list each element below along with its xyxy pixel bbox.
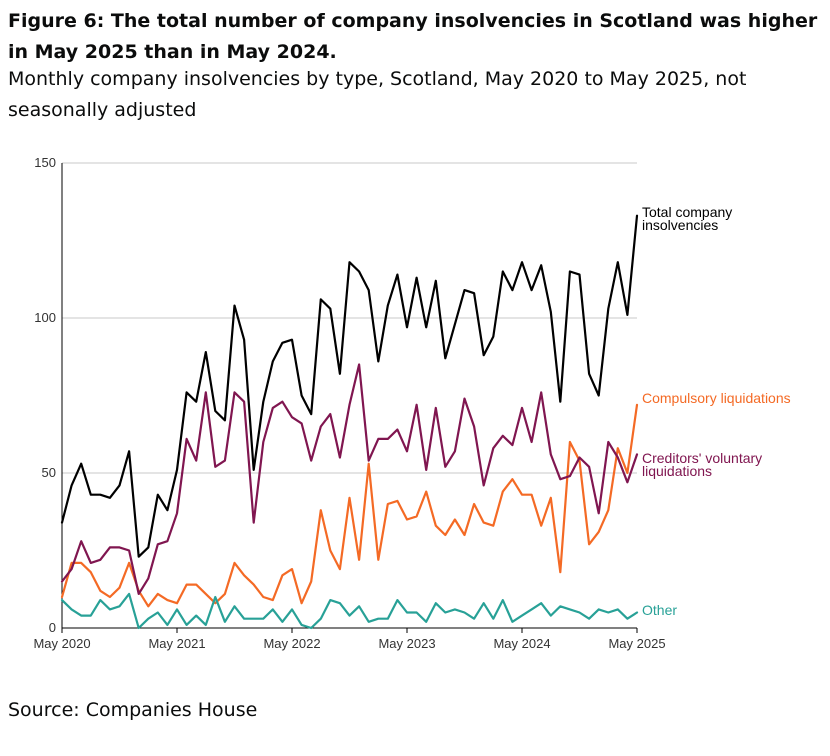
- series-line-1: [60, 403, 639, 608]
- x-tick-label-3: May 2023: [378, 636, 435, 651]
- x-tick-label-2: May 2022: [263, 636, 320, 651]
- series-label-2: Creditors' voluntary liquidations: [642, 450, 762, 479]
- source-note: Source: Companies House: [8, 699, 258, 721]
- x-tick-label-5: May 2025: [608, 636, 665, 651]
- chart-subtitle: Monthly company insolvencies by type, Sc…: [8, 68, 747, 121]
- y-tick-label-150: 150: [34, 155, 56, 170]
- series-line-0: [60, 214, 639, 558]
- series-label-3: Other: [642, 602, 677, 618]
- series-label-1: Compulsory liquidations: [642, 390, 791, 406]
- series-label-0: Total company insolvencies: [642, 204, 732, 233]
- series-labels: Total company insolvencies Compulsory liqu…: [642, 204, 791, 618]
- chart-title: Figure 6: The total number of company in…: [8, 10, 818, 63]
- x-tick-label-4: May 2024: [493, 636, 550, 651]
- series-line-3: [60, 592, 639, 630]
- y-tick-label-0: 0: [49, 620, 56, 635]
- axes: 0 50 100 150 May 2020 May 2021 May 2022 May 202…: [33, 155, 665, 651]
- y-tick-label-100: 100: [34, 310, 56, 325]
- gridlines: [62, 162, 637, 474]
- series-line-2: [60, 363, 639, 596]
- x-tick-label-0: May 2020: [33, 636, 90, 651]
- y-tick-label-50: 50: [42, 465, 56, 480]
- series-lines: [60, 214, 639, 630]
- x-tick-label-1: May 2021: [148, 636, 205, 651]
